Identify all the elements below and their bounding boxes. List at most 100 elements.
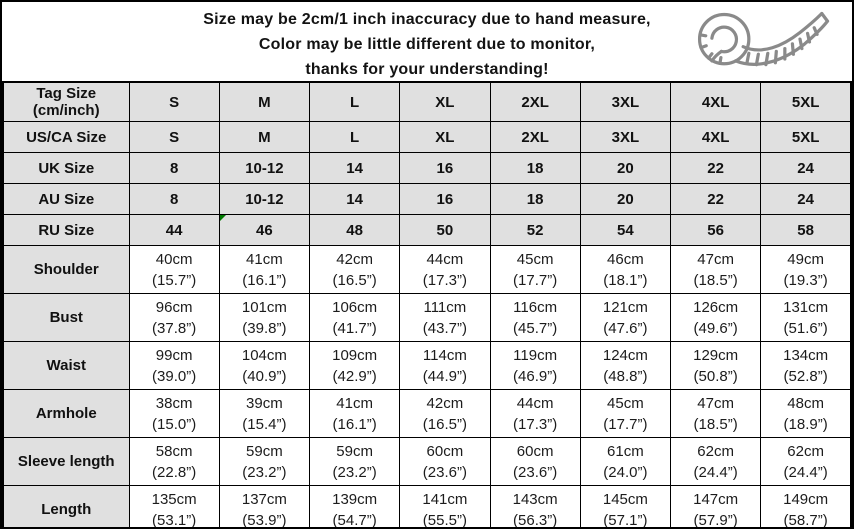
size-cell: 16 <box>399 152 491 184</box>
measure-cell: 62cm (24.4”) <box>669 437 762 486</box>
cm-value: 42cm <box>336 250 373 268</box>
measure-cell: 60cm (23.6”) <box>399 437 491 486</box>
measure-cell: 38cm (15.0”) <box>128 389 220 438</box>
row-shoulder: Shoulder 40cm (15.7”) 41cm (16.1”) 42cm (16… <box>2 245 852 294</box>
cm-value: 114cm <box>422 346 467 364</box>
inch-value: (23.2”) <box>332 463 377 481</box>
cm-value: 42cm <box>426 394 464 412</box>
measure-cell: 49cm (19.3”) <box>760 245 852 294</box>
cm-value: 58cm <box>155 442 193 460</box>
measure-cell: 48cm (18.9”) <box>760 389 852 438</box>
size-cell-value: 46 <box>256 221 273 239</box>
size-cell: 18 <box>489 152 581 184</box>
measure-cell: 58cm (22.8”) <box>128 437 220 486</box>
cm-value: 143cm <box>512 490 558 508</box>
inch-value: (44.9”) <box>422 367 467 385</box>
measure-cell: 149cm (58.7”) <box>760 485 852 529</box>
size-cell: 18 <box>489 183 581 215</box>
size-cell: 22 <box>669 183 762 215</box>
row-label-line2: (cm/inch) <box>32 102 100 119</box>
size-cell: 58 <box>760 214 852 246</box>
note-line-3: thanks for your understanding! <box>305 61 549 78</box>
cm-value: 61cm <box>607 442 644 460</box>
row-waist: Waist 99cm (39.0”) 104cm (40.9”) 109cm (42.… <box>2 341 852 390</box>
note-line-1: Size may be 2cm/1 inch inaccuracy due to… <box>203 11 651 28</box>
measure-cell: 147cm (57.9”) <box>669 485 762 529</box>
measure-cell: 46cm (18.1”) <box>579 245 672 294</box>
cm-value: 124cm <box>602 346 648 364</box>
measure-cell: 99cm (39.0”) <box>128 341 220 390</box>
inch-value: (37.8”) <box>152 319 197 337</box>
row-label-armhole: Armhole <box>2 389 130 438</box>
measure-cell: 44cm (17.3”) <box>399 245 491 294</box>
cm-value: 41cm <box>336 394 373 412</box>
size-cell: 8 <box>128 152 220 184</box>
inch-value: (17.3”) <box>513 415 558 433</box>
measure-cell: 134cm (52.8”) <box>760 341 852 390</box>
inch-value: (23.6”) <box>513 463 558 481</box>
inch-value: (24.4”) <box>693 463 738 481</box>
cm-value: 49cm <box>787 250 824 268</box>
measuring-tape-icon <box>686 5 842 77</box>
size-cell: 2XL <box>489 121 581 153</box>
inch-value: (50.8”) <box>693 367 738 385</box>
measure-cell: 42cm (16.5”) <box>399 389 491 438</box>
size-cell: 24 <box>760 152 852 184</box>
inch-value: (57.9”) <box>693 511 738 529</box>
measure-cell: 139cm (54.7”) <box>308 485 401 529</box>
inch-value: (47.6”) <box>603 319 648 337</box>
size-cell: M <box>218 81 311 122</box>
cm-value: 48cm <box>787 394 824 412</box>
measure-cell: 41cm (16.1”) <box>308 389 401 438</box>
inch-value: (56.3”) <box>513 511 558 529</box>
size-cell: 20 <box>579 152 672 184</box>
measure-cell: 116cm (45.7”) <box>489 293 581 342</box>
inch-value: (16.1”) <box>242 271 287 289</box>
cm-value: 39cm <box>246 394 283 412</box>
measure-cell: 111cm (43.7”) <box>399 293 491 342</box>
row-au-size: AU Size 8 10-12 14 16 18 20 22 24 <box>2 183 852 215</box>
size-cell: 14 <box>308 152 401 184</box>
inch-value: (15.7”) <box>152 271 197 289</box>
cm-value: 141cm <box>422 490 468 508</box>
size-cell: L <box>308 81 401 122</box>
cm-value: 134cm <box>783 346 829 364</box>
inch-value: (18.9”) <box>783 415 828 433</box>
measure-cell: 137cm (53.9”) <box>218 485 311 529</box>
measure-cell: 42cm (16.5”) <box>308 245 401 294</box>
cm-value: 129cm <box>693 346 739 364</box>
inch-value: (52.8”) <box>783 367 828 385</box>
size-cell: 5XL <box>760 121 852 153</box>
row-label-usca-size: US/CA Size <box>2 121 130 153</box>
size-cell: 46 <box>218 214 311 246</box>
measure-cell: 41cm (16.1”) <box>218 245 311 294</box>
inch-value: (17.7”) <box>513 271 558 289</box>
size-cell: 10-12 <box>218 183 311 215</box>
cm-value: 59cm <box>336 442 373 460</box>
cm-value: 149cm <box>783 490 829 508</box>
row-label-line1: Tag Size <box>36 85 97 102</box>
cm-value: 62cm <box>697 442 734 460</box>
size-cell: 54 <box>579 214 672 246</box>
measure-cell: 45cm (17.7”) <box>489 245 581 294</box>
row-bust: Bust 96cm (37.8”) 101cm (39.8”) 106cm (41.7… <box>2 293 852 342</box>
row-ru-size: RU Size 44 46 48 50 52 54 56 58 <box>2 214 852 246</box>
inch-value: (16.1”) <box>332 415 377 433</box>
inch-value: (15.0”) <box>152 415 197 433</box>
row-tag-size: Tag Size (cm/inch) S M L XL 2XL 3XL 4XL … <box>2 81 852 122</box>
inch-value: (23.6”) <box>422 463 467 481</box>
inch-value: (48.8”) <box>603 367 648 385</box>
inch-value: (53.9”) <box>242 511 287 529</box>
green-comment-marker <box>219 215 226 221</box>
cm-value: 44cm <box>426 250 464 268</box>
inch-value: (17.7”) <box>603 415 648 433</box>
measure-cell: 40cm (15.7”) <box>128 245 220 294</box>
size-cell: 4XL <box>669 121 762 153</box>
inch-value: (41.7”) <box>332 319 377 337</box>
inch-value: (42.9”) <box>332 367 377 385</box>
cm-value: 46cm <box>607 250 644 268</box>
cm-value: 106cm <box>332 298 378 316</box>
inch-value: (54.7”) <box>332 511 377 529</box>
inch-value: (58.7”) <box>783 511 828 529</box>
